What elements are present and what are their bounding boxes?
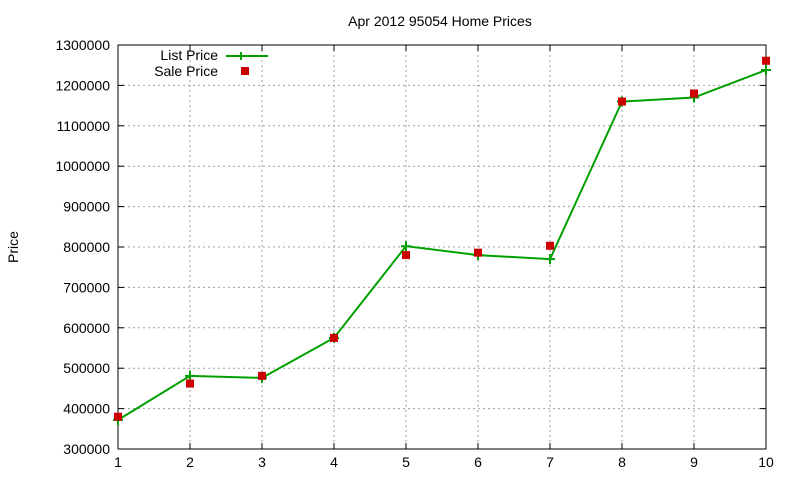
x-tick-label: 8 (618, 454, 626, 470)
list-price-point (401, 241, 411, 252)
y-tick-label: 1200000 (55, 77, 110, 93)
x-tick-label: 10 (758, 454, 774, 470)
list-price-line (117, 69, 767, 421)
y-tick-label: 500000 (63, 360, 110, 376)
sale-price-point (330, 333, 338, 342)
sale-price-point (402, 251, 410, 260)
y-tick-label: 700000 (63, 279, 110, 295)
x-tick-label: 2 (186, 454, 194, 470)
y-tick-label: 400000 (63, 401, 110, 417)
x-tick-label: 4 (330, 454, 338, 470)
x-tick-label: 5 (402, 454, 410, 470)
sale-price-point (546, 241, 554, 250)
x-tick-label: 7 (546, 454, 554, 470)
y-tick-label: 800000 (63, 239, 110, 255)
ticks: 300000 400000 500000 600000 700000 800000 9000… (55, 37, 774, 470)
sale-price-point (258, 371, 266, 380)
x-tick-label: 3 (258, 454, 266, 470)
series (113, 56, 771, 425)
y-tick-label: 300000 (63, 441, 110, 457)
y-tick-label: 1300000 (55, 37, 110, 53)
sale-price-point (114, 412, 122, 421)
legend-label-sale-price: Sale Price (154, 63, 218, 79)
x-tick-label: 6 (474, 454, 482, 470)
list-price-point (761, 65, 771, 76)
legend-square-marker (241, 67, 249, 75)
sale-price-point (762, 56, 770, 65)
legend-label-list-price: List Price (160, 47, 218, 63)
sale-price-point (690, 89, 698, 98)
sale-price-point (618, 97, 626, 106)
chart-title: Apr 2012 95054 Home Prices (348, 13, 532, 29)
y-tick-label: 600000 (63, 320, 110, 336)
y-tick-label: 1100000 (57, 118, 111, 134)
grid (118, 45, 766, 449)
x-tick-label: 1 (114, 454, 122, 470)
list-price-point (185, 370, 195, 381)
x-tick-label: 9 (690, 454, 698, 470)
sale-price-point (474, 248, 482, 257)
legend: List Price Sale Price (154, 47, 268, 79)
legend-plus-marker (237, 52, 245, 60)
y-tick-label: 900000 (63, 199, 110, 215)
y-axis-label: Price (5, 231, 21, 263)
y-tick-label: 1000000 (55, 158, 110, 174)
list-price-point (545, 254, 555, 265)
sale-price-point (186, 379, 194, 388)
